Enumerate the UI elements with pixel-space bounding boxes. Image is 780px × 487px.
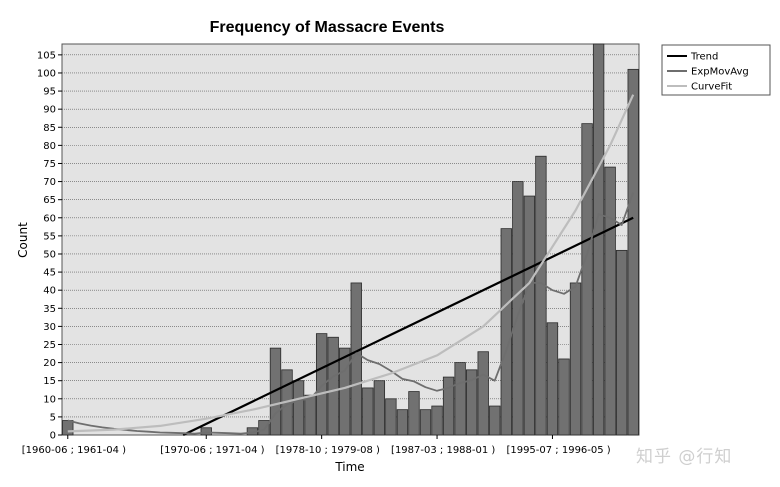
y-tick-label: 50 bbox=[43, 249, 56, 260]
legend: Trend ExpMovAvg CurveFit bbox=[661, 44, 771, 96]
bar bbox=[431, 405, 443, 436]
bar bbox=[581, 123, 593, 436]
bar bbox=[523, 195, 536, 436]
y-tick-label: 45 bbox=[43, 268, 56, 279]
bar bbox=[546, 322, 559, 436]
x-axis-label: Time bbox=[334, 460, 364, 474]
y-tick-label: 5 bbox=[50, 412, 56, 423]
x-tick-label: [1995-07 ; 1996-05 ) bbox=[506, 445, 610, 456]
bar bbox=[500, 228, 512, 436]
bars bbox=[62, 43, 639, 436]
bar bbox=[616, 249, 628, 436]
y-axis-label: Count bbox=[16, 222, 30, 258]
bar bbox=[558, 358, 570, 436]
y-tick-label: 65 bbox=[43, 195, 56, 206]
bar bbox=[327, 336, 339, 436]
bar bbox=[396, 409, 409, 436]
series-line-trend bbox=[182, 216, 634, 436]
bar bbox=[373, 380, 386, 436]
y-tick-label: 10 bbox=[43, 394, 56, 405]
bar bbox=[315, 333, 328, 436]
bar bbox=[592, 43, 605, 436]
y-tick-label: 85 bbox=[43, 123, 56, 134]
y-tick-label: 70 bbox=[43, 177, 56, 188]
x-tick-label: [1960-06 ; 1961-04 ) bbox=[22, 445, 126, 456]
bar bbox=[569, 282, 582, 436]
x-tick-label: [1970-06 ; 1971-04 ) bbox=[160, 445, 264, 456]
bar bbox=[627, 68, 639, 436]
bar bbox=[535, 155, 547, 436]
y-tick-label: 75 bbox=[43, 159, 56, 170]
y-tick-label: 35 bbox=[43, 304, 56, 315]
y-tick-label: 20 bbox=[43, 358, 56, 369]
bar bbox=[292, 380, 305, 436]
bar bbox=[408, 391, 420, 436]
y-tick-label: 15 bbox=[43, 376, 56, 387]
bar bbox=[339, 347, 351, 436]
legend-label: Trend bbox=[690, 52, 718, 63]
bar bbox=[304, 394, 316, 436]
y-tick-label: 105 bbox=[37, 50, 56, 61]
y-tick-label: 95 bbox=[43, 87, 56, 98]
bar bbox=[477, 351, 489, 436]
bar bbox=[200, 427, 212, 436]
bar bbox=[442, 376, 455, 436]
y-tick-label: 100 bbox=[37, 68, 56, 79]
bar bbox=[489, 405, 501, 436]
y-tick-label: 40 bbox=[43, 286, 56, 297]
watermark: 知乎 @行知 bbox=[636, 447, 733, 467]
series-line-curvefit bbox=[67, 94, 635, 433]
x-axis-ticks: [1960-06 ; 1961-04 ) [1970-06 ; 1971-04 )… bbox=[22, 435, 611, 456]
bar bbox=[362, 387, 374, 436]
bar bbox=[258, 420, 270, 436]
legend-label: ExpMovAvg bbox=[691, 67, 749, 78]
chart-title: Frequency of Massacre Events bbox=[210, 19, 445, 36]
x-tick-label: [1987-03 ; 1988-01 ) bbox=[391, 445, 495, 456]
y-tick-label: 0 bbox=[50, 431, 56, 442]
y-tick-label: 30 bbox=[43, 322, 56, 333]
y-tick-label: 90 bbox=[43, 105, 56, 116]
bar bbox=[419, 409, 432, 436]
legend-label: CurveFit bbox=[691, 82, 732, 93]
bar bbox=[62, 420, 74, 436]
bar bbox=[604, 166, 616, 436]
series-line-expmovavg bbox=[67, 192, 635, 435]
bar bbox=[350, 282, 362, 436]
x-tick-label: [1978-10 ; 1979-08 ) bbox=[276, 445, 380, 456]
y-tick-label: 55 bbox=[43, 231, 56, 242]
bar bbox=[385, 398, 397, 436]
y-tick-label: 60 bbox=[43, 213, 56, 224]
bar bbox=[454, 362, 466, 436]
bar bbox=[465, 369, 478, 436]
bar bbox=[512, 181, 524, 436]
series-lines bbox=[67, 94, 635, 436]
y-tick-label: 25 bbox=[43, 340, 56, 351]
y-tick-label: 80 bbox=[43, 141, 56, 152]
y-axis-ticks: 0 5 10 15 20 25 30 35 40 45 50 55 60 65 70 75 80 85 90 95 10… bbox=[37, 50, 62, 442]
